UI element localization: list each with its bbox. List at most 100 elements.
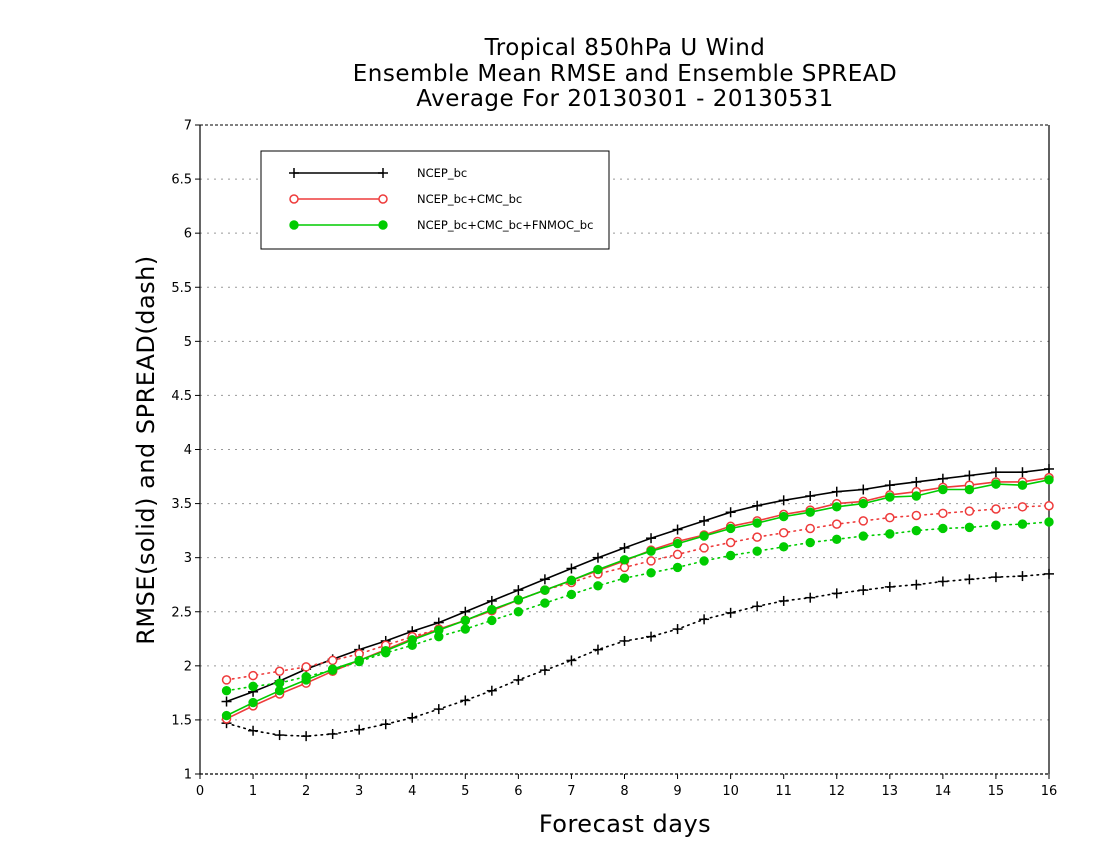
- spread-point: [858, 585, 869, 596]
- spread-point: [619, 635, 630, 646]
- rmse-point: [990, 467, 1001, 478]
- x-tick-label: 9: [673, 784, 681, 799]
- rmse-point: [619, 542, 630, 553]
- y-tick-label: 1.5: [171, 713, 192, 728]
- spread-point: [619, 562, 630, 573]
- x-tick-label: 3: [355, 784, 363, 799]
- y-tick-label: 3: [184, 551, 192, 566]
- spread-point: [778, 595, 789, 606]
- spread-point: [380, 719, 391, 730]
- spread-point: [699, 543, 709, 553]
- rmse-point: [566, 563, 577, 574]
- legend-entry-2: NCEP_bc+CMC_bc: [289, 192, 522, 206]
- spread-point: [1044, 568, 1054, 579]
- rmse-point: [752, 518, 762, 528]
- spread-point: [540, 598, 550, 608]
- spread-point: [1017, 502, 1028, 512]
- spread-point: [327, 728, 338, 739]
- x-tick-label: 1: [249, 784, 257, 799]
- spread-point: [460, 695, 471, 706]
- spread-point: [301, 662, 311, 672]
- legend-marker-end: [378, 194, 388, 204]
- spread-point: [858, 531, 868, 541]
- x-tick-label: 10: [722, 784, 739, 799]
- spread-point: [301, 671, 311, 682]
- spread-line: [225, 573, 1050, 737]
- x-tick-label: 12: [828, 784, 845, 799]
- x-tick-label: 2: [302, 784, 310, 799]
- spread-point: [699, 614, 710, 625]
- spread-point: [885, 529, 895, 539]
- spread-point: [354, 656, 364, 667]
- spread-point: [778, 542, 789, 552]
- y-tick-label: 6: [184, 227, 192, 242]
- spread-point: [301, 731, 312, 742]
- series-3: [221, 475, 1054, 721]
- x-tick-label: 15: [988, 784, 1005, 799]
- rmse-point: [911, 491, 922, 501]
- spread-point: [486, 685, 497, 696]
- rmse-point: [539, 574, 550, 585]
- x-tick-label: 16: [1041, 784, 1058, 799]
- series-layer: [221, 463, 1054, 742]
- spread-point: [964, 506, 975, 516]
- spread-point: [221, 675, 232, 685]
- x-tick-label: 14: [935, 784, 952, 799]
- spread-point: [699, 556, 709, 566]
- legend-box: [260, 150, 610, 250]
- rmse-point: [725, 523, 736, 534]
- chart-title-line-1: Tropical 850hPa U Wind: [484, 35, 766, 61]
- spread-point: [938, 523, 948, 534]
- spread-point: [991, 504, 1001, 514]
- rmse-line: [226, 468, 1050, 703]
- rmse-point: [540, 585, 550, 595]
- spread-point: [646, 568, 656, 578]
- y-tick-label: 3.5: [171, 497, 192, 512]
- spread-point: [327, 665, 338, 675]
- spread-point: [407, 640, 417, 650]
- rmse-point: [248, 697, 258, 708]
- chart-title-line-3: Average For 20130301 - 20130531: [416, 86, 834, 112]
- rmse-point: [699, 515, 710, 526]
- rmse-point: [858, 498, 868, 509]
- spread-point: [725, 550, 736, 561]
- rmse-point: [1017, 480, 1028, 490]
- spread-point: [752, 601, 763, 612]
- spread-point: [354, 724, 365, 735]
- spread-point: [964, 522, 975, 533]
- spread-point: [884, 581, 895, 592]
- spread-point: [407, 712, 418, 723]
- spread-point: [752, 546, 762, 556]
- spread-point: [593, 581, 603, 591]
- y-tick-label: 4.5: [171, 389, 192, 404]
- spread-point: [539, 665, 550, 676]
- spread-point: [1017, 571, 1028, 582]
- rmse-point: [885, 492, 895, 502]
- rmse-point: [1017, 467, 1028, 478]
- spread-point: [646, 631, 657, 642]
- legend: NCEP_bc NCEP_bc+CMC_bc NCEP_bc+CMC_bc+FNMO…: [260, 150, 610, 250]
- spread-point: [248, 725, 259, 736]
- rmse-point: [460, 606, 471, 617]
- series-2: [221, 472, 1054, 724]
- x-tick-label: 5: [461, 784, 469, 799]
- spread-point: [274, 730, 285, 741]
- rmse-point: [221, 710, 232, 721]
- spread-point: [831, 588, 842, 599]
- spread-point: [274, 666, 285, 676]
- rmse-point: [1044, 463, 1054, 474]
- spread-point: [672, 549, 683, 560]
- x-tick-label: 13: [882, 784, 899, 799]
- y-tick-label: 5.5: [171, 281, 192, 296]
- spread-point: [778, 528, 789, 538]
- spread-point: [566, 589, 577, 600]
- y-tick-label: 7: [184, 119, 192, 134]
- chart-title: Tropical 850hPa U Wind Ensemble Mean RMS…: [200, 35, 1050, 113]
- rmse-point: [619, 555, 630, 565]
- legend-marker-end: [378, 168, 388, 178]
- rmse-point: [778, 495, 789, 506]
- legend-label: NCEP_bc+CMC_bc+FNMOC_bc: [417, 218, 593, 232]
- rmse-point: [460, 615, 471, 626]
- spread-point: [805, 537, 815, 548]
- rmse-point: [592, 552, 603, 563]
